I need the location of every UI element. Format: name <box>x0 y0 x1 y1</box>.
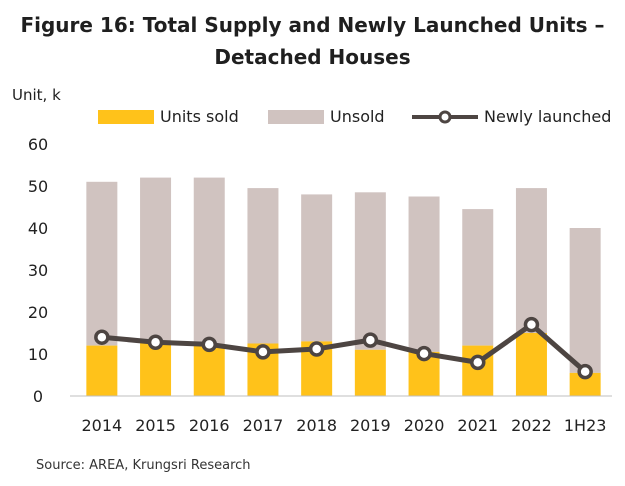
y-tick-label: 40 <box>28 219 48 238</box>
x-axis-ticks: 2014 2015 2016 2017 2018 2019 2020 2021 2022 1H23 <box>81 416 606 435</box>
y-tick-label: 60 <box>28 135 48 154</box>
legend-swatch-units-sold <box>98 109 154 124</box>
bar-units-sold <box>569 372 601 396</box>
x-tick-label: 1H23 <box>564 416 607 435</box>
legend-label-newly-launched: Newly launched <box>484 107 612 126</box>
y-tick-label: 10 <box>28 345 48 364</box>
chart-title-line-1: Figure 16: Total Supply and Newly Launch… <box>20 13 605 37</box>
legend-item-newly-launched: Newly launched <box>412 107 611 126</box>
y-tick-label: 0 <box>33 387 43 406</box>
newly-launched-point <box>201 336 217 353</box>
newly-launched-point <box>147 334 164 350</box>
newly-launched-series <box>94 316 593 380</box>
x-tick-label: 2020 <box>404 416 445 435</box>
bar-unsold <box>140 177 172 342</box>
newly-launched-point <box>416 345 432 362</box>
bar-unsold <box>193 177 225 346</box>
bar-unsold <box>301 194 333 342</box>
bar-unsold <box>569 228 601 373</box>
x-tick-label: 2014 <box>81 416 122 435</box>
x-tick-label: 2018 <box>296 416 337 435</box>
newly-launched-point <box>362 332 379 348</box>
y-tick-label: 30 <box>28 261 48 280</box>
x-tick-label: 2015 <box>135 416 176 435</box>
bar-unsold <box>515 188 547 333</box>
legend-label-units-sold: Units sold <box>160 107 239 126</box>
bar-units-sold <box>140 341 172 396</box>
newly-launched-point <box>308 341 325 357</box>
newly-launched-point <box>255 344 271 360</box>
bars <box>86 177 601 396</box>
y-axis-unit-label: Unit, k <box>12 86 61 104</box>
bar-units-sold <box>354 349 386 396</box>
x-tick-label: 2019 <box>350 416 391 435</box>
bar-unsold <box>354 192 386 350</box>
bar-unsold <box>247 188 279 344</box>
bar-unsold <box>462 209 494 346</box>
newly-launched-point <box>577 363 593 380</box>
newly-launched-point <box>470 354 486 371</box>
newly-launched-point <box>523 316 540 333</box>
bar-units-sold <box>86 345 118 396</box>
newly-launched-point <box>94 329 110 345</box>
legend-swatch-newly-launched <box>412 110 478 123</box>
bar-unsold <box>86 181 118 346</box>
legend-label-unsold: Unsold <box>330 107 385 126</box>
bar-unsold <box>408 196 440 352</box>
x-tick-label: 2021 <box>457 416 498 435</box>
chart-title-line-2: Detached Houses <box>214 45 411 69</box>
legend-item-unsold: Unsold <box>268 107 385 126</box>
source-note: Source: AREA, Krungsri Research <box>36 458 251 473</box>
legend: Units sold Unsold Newly launched <box>0 107 625 131</box>
bar-units-sold <box>515 333 547 396</box>
newly-launched-line <box>101 322 587 374</box>
bar-units-sold <box>193 345 225 396</box>
x-tick-label: 2016 <box>189 416 230 435</box>
y-tick-label: 50 <box>28 177 48 196</box>
legend-swatch-unsold <box>268 109 324 124</box>
y-tick-label: 20 <box>28 303 48 322</box>
x-tick-label: 2022 <box>511 416 552 435</box>
legend-item-units-sold: Units sold <box>98 107 239 126</box>
y-axis-ticks: 0 10 20 30 40 50 60 <box>28 135 48 406</box>
x-tick-label: 2017 <box>243 416 284 435</box>
